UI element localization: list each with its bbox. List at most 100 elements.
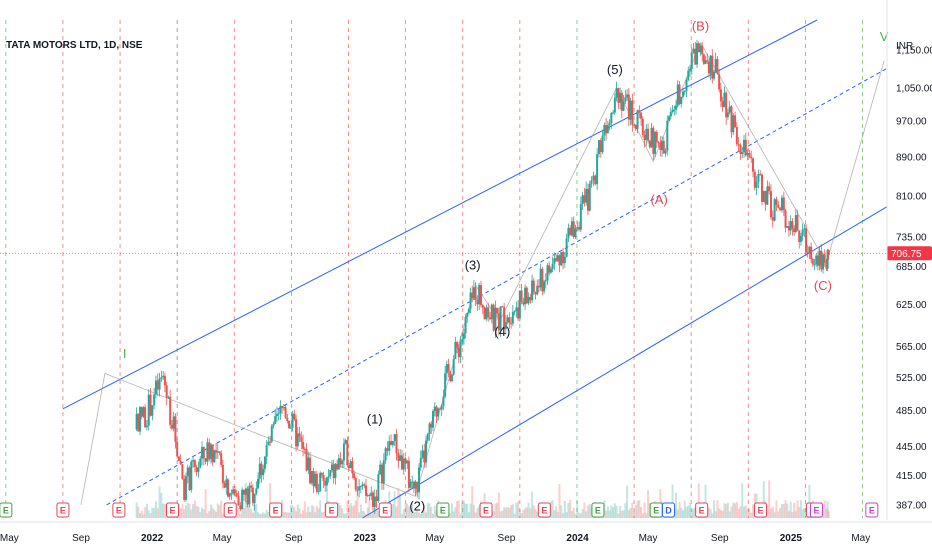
earnings-marker[interactable] <box>537 502 551 518</box>
earnings-marker-label[interactable]: E <box>595 506 601 516</box>
wave-label[interactable]: (3) <box>465 257 481 272</box>
earnings-marker-label[interactable]: E <box>483 506 489 516</box>
earnings-marker[interactable] <box>378 502 392 518</box>
earnings-marker[interactable] <box>166 502 180 518</box>
time-axis[interactable]: May Sep 2022 May Sep 2023 May Sep 2024 May Sep 2025… <box>0 521 932 544</box>
earnings-marker-label[interactable]: E <box>758 506 764 516</box>
earnings-marker[interactable] <box>56 502 70 518</box>
earnings-marker-label[interactable]: E <box>440 506 446 516</box>
volume-bar <box>775 500 778 518</box>
earnings-marker-label[interactable]: E <box>116 506 122 516</box>
candle-body <box>286 417 289 421</box>
volume-bar <box>723 503 726 518</box>
wave-segment[interactable] <box>80 373 106 505</box>
earnings-marker[interactable] <box>591 502 605 518</box>
earnings-marker-label[interactable]: E <box>169 506 175 516</box>
earnings-marker-label[interactable]: E <box>869 506 875 516</box>
candle-body <box>428 423 431 434</box>
earnings-marker[interactable] <box>695 502 709 518</box>
earnings-marker[interactable] <box>223 502 237 518</box>
earnings-marker-label[interactable]: E <box>541 506 547 516</box>
channel-line[interactable] <box>106 67 888 506</box>
volume-bar <box>310 505 313 518</box>
earnings-marker-label[interactable]: E <box>653 506 659 516</box>
candle-body <box>527 296 530 304</box>
earnings-marker[interactable] <box>661 502 675 518</box>
earnings-events[interactable]: EEEEEEEEEEEEEDEEEEE <box>0 502 879 518</box>
earnings-marker[interactable] <box>269 502 283 518</box>
candle-body <box>563 256 566 264</box>
candle-body <box>464 316 467 334</box>
wave-label[interactable]: (1) <box>367 412 383 427</box>
grid-lines <box>5 20 863 518</box>
wave-path[interactable] <box>80 42 885 505</box>
wave-label[interactable]: V <box>880 29 889 44</box>
candle-body <box>558 255 561 266</box>
wave-segment[interactable] <box>499 87 617 322</box>
time-tick-label: May <box>0 533 19 544</box>
volume-bar <box>504 507 507 518</box>
earnings-marker-label[interactable]: E <box>813 506 819 516</box>
earnings-marker-label[interactable]: E <box>329 506 335 516</box>
earnings-marker[interactable] <box>479 502 493 518</box>
channel-line[interactable] <box>362 206 888 519</box>
price-tick-label: 625.00 <box>896 300 927 311</box>
volume-bar <box>726 502 729 518</box>
wave-label[interactable]: (B) <box>692 18 709 33</box>
symbol-title[interactable]: TATA MOTORS LTD, 1D, NSE <box>6 40 143 51</box>
earnings-marker[interactable] <box>809 502 823 518</box>
earnings-marker[interactable] <box>865 502 879 518</box>
channel-line[interactable] <box>62 19 818 410</box>
earnings-marker[interactable] <box>112 502 126 518</box>
candle-body <box>454 342 457 360</box>
earnings-marker-label[interactable]: E <box>60 506 66 516</box>
candle-body <box>437 408 440 417</box>
candle-body <box>815 255 818 265</box>
candle-body <box>773 199 776 221</box>
earnings-marker-label[interactable]: E <box>699 506 705 516</box>
wave-label[interactable]: (A) <box>650 192 667 207</box>
price-tick-label: 565.00 <box>896 342 927 353</box>
candle-body <box>671 110 674 113</box>
earnings-marker-label[interactable]: E <box>273 506 279 516</box>
wave-label[interactable]: I <box>123 346 127 361</box>
candle-body <box>351 461 354 474</box>
volume-bar <box>773 512 776 518</box>
candle-body <box>702 54 705 64</box>
volume-bar <box>139 513 142 518</box>
candle-body <box>184 476 187 500</box>
candle-body <box>149 394 152 416</box>
earnings-marker[interactable] <box>325 502 339 518</box>
earnings-marker-label[interactable]: E <box>3 506 9 516</box>
wave-labels[interactable]: I (1) (2) (3) (4) (5) (A) (B) (C) V <box>123 18 889 513</box>
wave-label[interactable]: (2) <box>409 498 425 513</box>
earnings-marker-label[interactable]: E <box>382 506 388 516</box>
candle-body <box>459 341 462 358</box>
price-axis[interactable]: 387.00 415.00 445.00 485.00 525.00 565.00 625.… <box>886 0 932 520</box>
candle-body <box>661 140 664 151</box>
candle-body <box>461 339 464 342</box>
earnings-marker[interactable] <box>754 502 768 518</box>
earnings-marker-label[interactable]: D <box>665 506 672 516</box>
wave-label[interactable]: (4) <box>494 324 510 339</box>
price-tick-label: 485.00 <box>896 406 927 417</box>
wave-label[interactable]: (C) <box>814 278 832 293</box>
candle-body <box>793 228 796 232</box>
volume-bar <box>744 505 747 518</box>
volume-bar <box>608 510 611 518</box>
earnings-marker[interactable] <box>436 502 450 518</box>
volume-bar <box>351 506 354 518</box>
candle-body <box>711 55 714 79</box>
wave-segment[interactable] <box>825 60 885 264</box>
candle-body <box>594 175 597 185</box>
candle-body <box>334 463 337 479</box>
wave-label[interactable]: (5) <box>607 62 623 77</box>
earnings-marker-label[interactable]: E <box>227 506 233 516</box>
candle-body <box>709 55 712 74</box>
volume-bar <box>142 513 145 518</box>
candle-body <box>586 188 589 211</box>
candle-body <box>346 440 349 466</box>
wave-segment[interactable] <box>700 42 827 264</box>
earnings-marker[interactable] <box>0 502 13 518</box>
